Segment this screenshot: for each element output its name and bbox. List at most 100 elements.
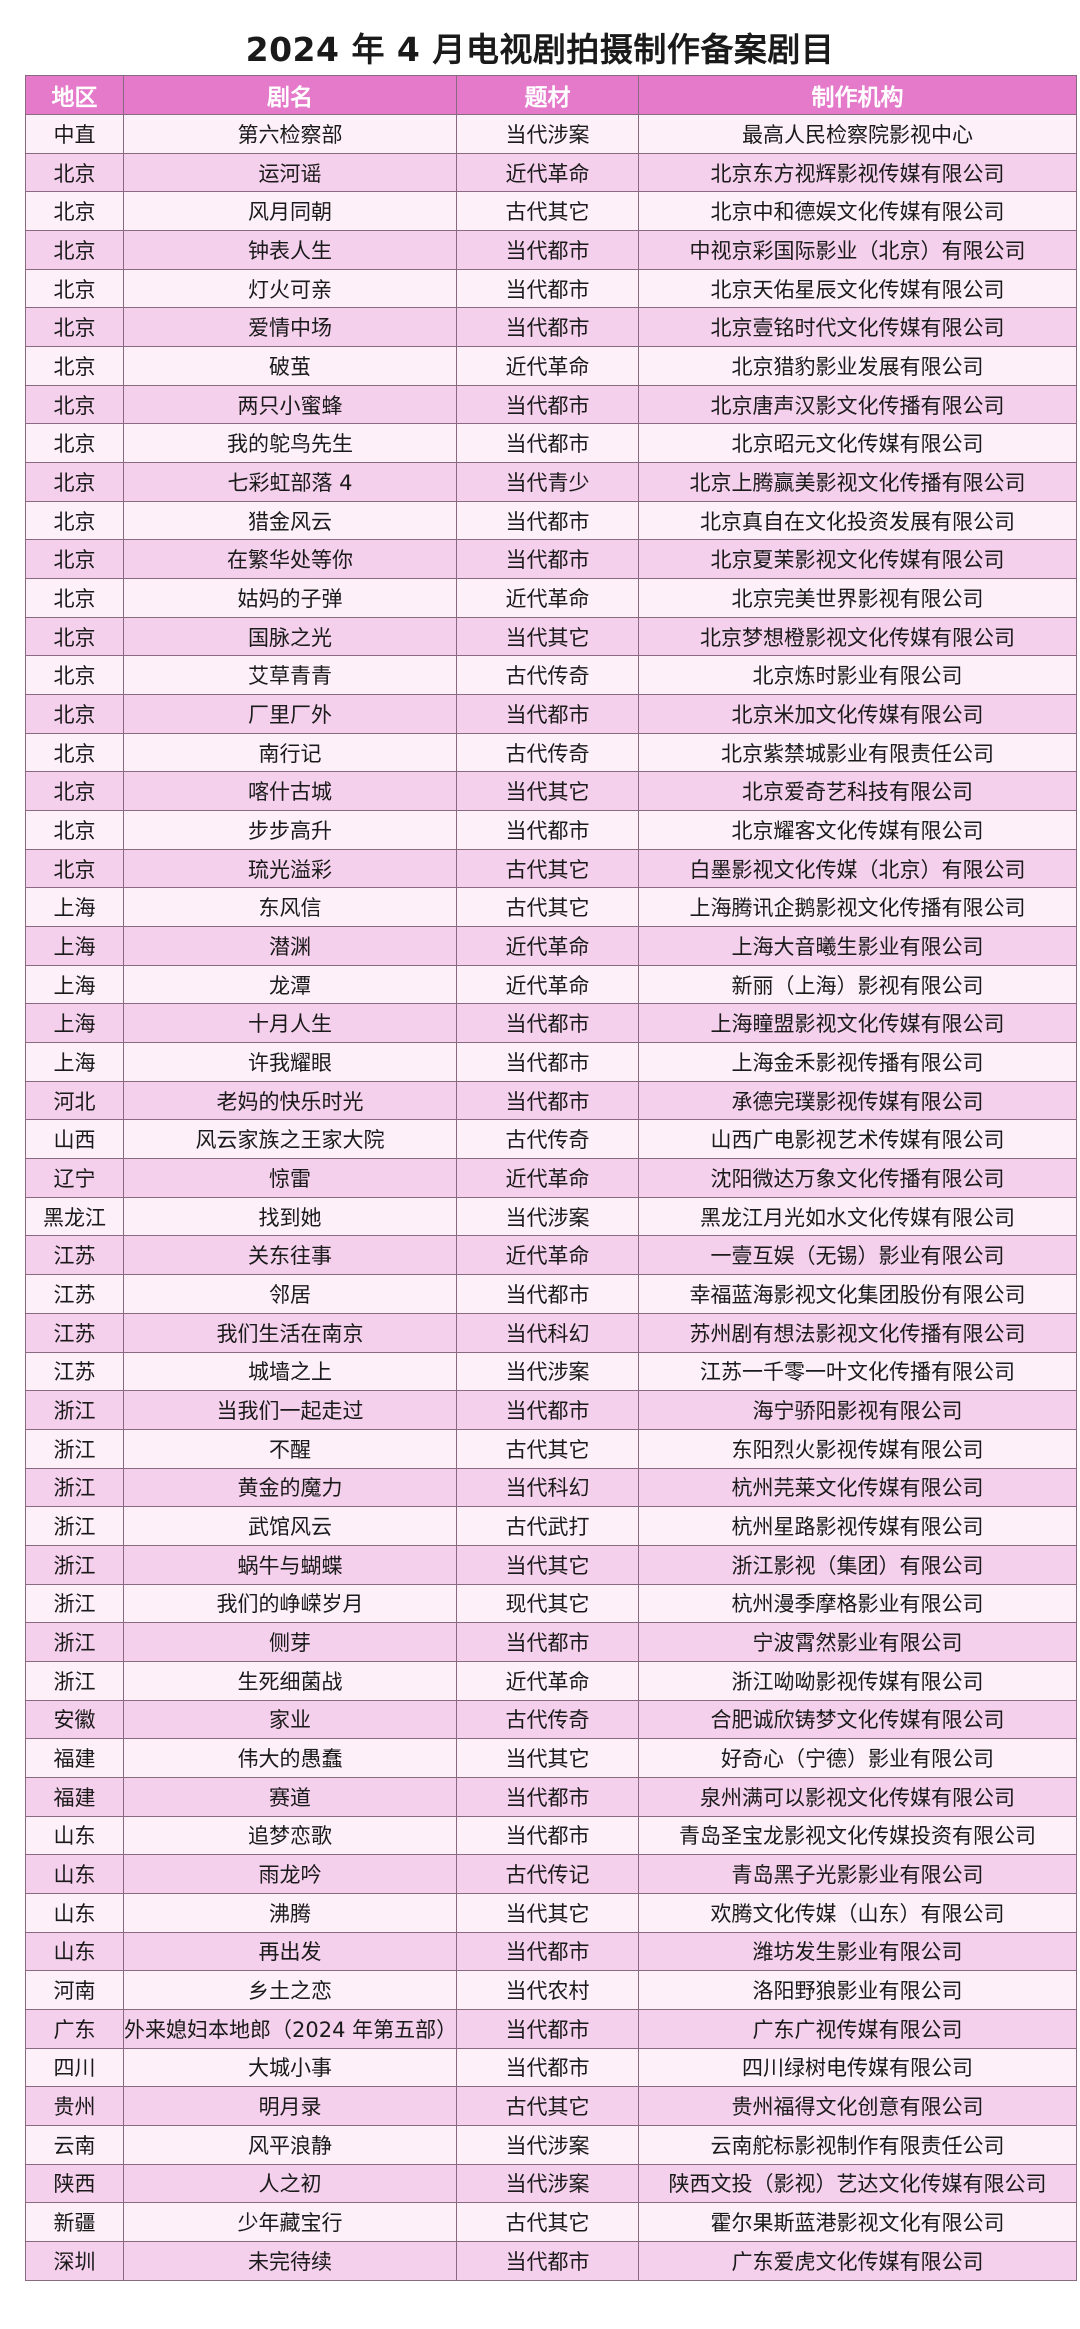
table-row: 浙江 侧芽 当代都市 宁波霄然影业有限公司: [25, 1622, 1077, 1662]
cell-region: 深圳: [25, 2240, 124, 2281]
cell-genre: 当代都市: [456, 1042, 639, 1082]
cell-producer: 北京耀客文化传媒有限公司: [638, 810, 1077, 850]
cell-producer: 黑龙江月光如水文化传媒有限公司: [638, 1196, 1077, 1237]
table-row: 深圳 未完待续 当代都市 广东爱虎文化传媒有限公司: [25, 2240, 1077, 2281]
cell-region: 江苏: [25, 1351, 124, 1392]
cell-genre: 当代都市: [456, 1776, 639, 1817]
cell-producer: 云南舵标影视制作有限责任公司: [638, 2124, 1077, 2165]
cell-genre: 近代革命: [456, 1660, 639, 1701]
table-row: 黑龙江 找到她 当代涉案 黑龙江月光如水文化传媒有限公司: [25, 1196, 1077, 1237]
cell-genre: 当代都市: [456, 2008, 639, 2049]
cell-region: 浙江: [25, 1544, 124, 1585]
table-row: 浙江 不醒 古代其它 东阳烈火影视传媒有限公司: [25, 1428, 1077, 1469]
cell-title: 风云家族之王家大院: [123, 1119, 457, 1160]
cell-region: 山西: [25, 1119, 124, 1160]
cell-region: 云南: [25, 2124, 124, 2165]
cell-genre: 当代都市: [456, 539, 639, 580]
cell-genre: 当代其它: [456, 1738, 639, 1778]
cell-region: 北京: [25, 384, 124, 425]
cell-region: 北京: [25, 539, 124, 580]
table-row: 中直 第六检察部 当代涉案 最高人民检察院影视中心: [25, 114, 1077, 154]
cell-region: 山东: [25, 1892, 124, 1933]
cell-producer: 宁波霄然影业有限公司: [638, 1622, 1077, 1662]
cell-title: 伟大的愚蠢: [123, 1738, 457, 1778]
table-row: 山东 雨龙吟 古代传记 青岛黑子光影影业有限公司: [25, 1854, 1077, 1894]
cell-title: 我的鸵鸟先生: [123, 423, 457, 464]
cell-title: 老妈的快乐时光: [123, 1080, 457, 1121]
cell-producer: 浙江呦呦影视传媒有限公司: [638, 1660, 1077, 1701]
cell-producer: 上海大音曦生影业有限公司: [638, 926, 1077, 966]
cell-title: 雨龙吟: [123, 1854, 457, 1894]
cell-genre: 古代传奇: [456, 732, 639, 773]
table-row: 广东 外来媳妇本地郎（2024 年第五部） 当代都市 广东广视传媒有限公司: [25, 2008, 1077, 2049]
cell-title: 姑妈的子弹: [123, 578, 457, 618]
cell-producer: 北京天佑星辰文化传媒有限公司: [638, 268, 1077, 309]
cell-title: 人之初: [123, 2163, 457, 2204]
cell-title: 再出发: [123, 1931, 457, 1972]
table-body: 中直 第六检察部 当代涉案 最高人民检察院影视中心 北京 运河谣 近代革命 北京东方视辉影视传…: [25, 114, 1077, 2281]
cell-title: 侧芽: [123, 1622, 457, 1662]
cell-title: 当我们一起走过: [123, 1390, 457, 1430]
cell-producer: 江苏一千零一叶文化传播有限公司: [638, 1351, 1077, 1392]
table-row: 北京 七彩虹部落 4 当代青少 北京上腾赢美影视文化传播有限公司: [25, 462, 1077, 502]
cell-genre: 近代革命: [456, 926, 639, 966]
cell-genre: 当代科幻: [456, 1312, 639, 1353]
table-row: 上海 潜渊 近代革命 上海大音曦生影业有限公司: [25, 926, 1077, 966]
cell-genre: 当代涉案: [456, 114, 639, 154]
cell-producer: 洛阳野狼影业有限公司: [638, 1970, 1077, 2010]
cell-producer: 北京上腾赢美影视文化传播有限公司: [638, 462, 1077, 502]
cell-region: 北京: [25, 307, 124, 348]
table-row: 云南 风平浪静 当代涉案 云南舵标影视制作有限责任公司: [25, 2124, 1077, 2165]
cell-genre: 当代都市: [456, 1622, 639, 1662]
cell-region: 山东: [25, 1815, 124, 1856]
cell-producer: 四川绿树电传媒有限公司: [638, 2047, 1077, 2088]
cell-title: 赛道: [123, 1776, 457, 1817]
table-row: 北京 我的鸵鸟先生 当代都市 北京昭元文化传媒有限公司: [25, 423, 1077, 464]
cell-producer: 青岛圣宝龙影视文化传媒投资有限公司: [638, 1815, 1077, 1856]
cell-genre: 古代传奇: [456, 1699, 639, 1740]
cell-title: 我们的峥嵘岁月: [123, 1583, 457, 1624]
table-row: 江苏 邻居 当代都市 幸福蓝海影视文化集团股份有限公司: [25, 1274, 1077, 1314]
cell-genre: 当代其它: [456, 771, 639, 812]
cell-producer: 沈阳微达万象文化传播有限公司: [638, 1158, 1077, 1198]
cell-region: 浙江: [25, 1583, 124, 1624]
cell-producer: 青岛黑子光影影业有限公司: [638, 1854, 1077, 1894]
cell-producer: 霍尔果斯蓝港影视文化有限公司: [638, 2202, 1077, 2242]
cell-producer: 北京中和德娱文化传媒有限公司: [638, 191, 1077, 232]
cell-region: 上海: [25, 1042, 124, 1082]
cell-genre: 当代都市: [456, 230, 639, 270]
cell-title: 明月录: [123, 2086, 457, 2126]
cell-region: 江苏: [25, 1235, 124, 1276]
table-row: 北京 爱情中场 当代都市 北京壹铭时代文化传媒有限公司: [25, 307, 1077, 348]
table-row: 浙江 生死细菌战 近代革命 浙江呦呦影视传媒有限公司: [25, 1660, 1077, 1701]
cell-region: 江苏: [25, 1312, 124, 1353]
cell-region: 山东: [25, 1931, 124, 1972]
cell-title: 运河谣: [123, 152, 457, 193]
cell-producer: 欢腾文化传媒（山东）有限公司: [638, 1892, 1077, 1933]
cell-title: 在繁华处等你: [123, 539, 457, 580]
table-row: 福建 伟大的愚蠢 当代其它 好奇心（宁德）影业有限公司: [25, 1738, 1077, 1778]
table-row: 山东 再出发 当代都市 潍坊发生影业有限公司: [25, 1931, 1077, 1972]
cell-title: 厂里厂外: [123, 694, 457, 734]
table-row: 北京 在繁华处等你 当代都市 北京夏茉影视文化传媒有限公司: [25, 539, 1077, 580]
cell-producer: 北京米加文化传媒有限公司: [638, 694, 1077, 734]
cell-region: 浙江: [25, 1622, 124, 1662]
cell-genre: 近代革命: [456, 1235, 639, 1276]
table-row: 北京 艾草青青 古代传奇 北京炼时影业有限公司: [25, 655, 1077, 696]
cell-region: 北京: [25, 578, 124, 618]
cell-genre: 古代其它: [456, 1428, 639, 1469]
cell-title: 不醒: [123, 1428, 457, 1469]
table-row: 河北 老妈的快乐时光 当代都市 承德完璞影视传媒有限公司: [25, 1080, 1077, 1121]
cell-producer: 幸福蓝海影视文化集团股份有限公司: [638, 1274, 1077, 1314]
table-row: 北京 步步高升 当代都市 北京耀客文化传媒有限公司: [25, 810, 1077, 850]
table-row: 江苏 关东往事 近代革命 一壹互娱（无锡）影业有限公司: [25, 1235, 1077, 1276]
cell-region: 河北: [25, 1080, 124, 1121]
cell-region: 新疆: [25, 2202, 124, 2242]
cell-producer: 中视京彩国际影业（北京）有限公司: [638, 230, 1077, 270]
cell-region: 北京: [25, 732, 124, 773]
cell-title: 我们生活在南京: [123, 1312, 457, 1353]
cell-genre: 当代都市: [456, 500, 639, 541]
cell-region: 四川: [25, 2047, 124, 2088]
cell-title: 钟表人生: [123, 230, 457, 270]
cell-genre: 古代其它: [456, 2086, 639, 2126]
